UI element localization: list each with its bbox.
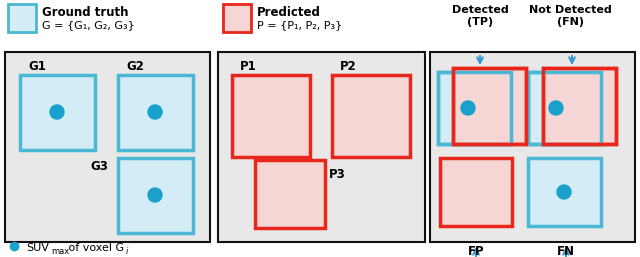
Text: Not Detected: Not Detected bbox=[529, 5, 611, 15]
Text: of voxel G: of voxel G bbox=[65, 243, 124, 253]
Bar bbox=[528, 72, 601, 144]
Text: G1: G1 bbox=[28, 60, 46, 73]
Bar bbox=[255, 160, 325, 228]
Bar bbox=[223, 4, 251, 32]
Text: Ground truth: Ground truth bbox=[42, 6, 129, 19]
Text: FN: FN bbox=[557, 245, 575, 257]
Circle shape bbox=[148, 105, 162, 119]
Text: P = {P₁, P₂, P₃}: P = {P₁, P₂, P₃} bbox=[257, 20, 342, 30]
Bar bbox=[528, 72, 601, 144]
Text: i: i bbox=[126, 247, 129, 256]
Text: P1: P1 bbox=[240, 60, 257, 73]
Bar bbox=[430, 52, 635, 242]
Bar bbox=[5, 52, 210, 242]
Text: (FN): (FN) bbox=[557, 17, 584, 27]
Bar bbox=[332, 75, 410, 157]
Bar bbox=[453, 68, 526, 144]
Circle shape bbox=[461, 101, 475, 115]
Text: P3: P3 bbox=[329, 168, 346, 181]
Bar bbox=[453, 72, 511, 144]
Bar bbox=[543, 68, 616, 144]
Bar bbox=[232, 75, 310, 157]
Text: Predicted: Predicted bbox=[257, 6, 321, 19]
Text: P2: P2 bbox=[340, 60, 356, 73]
Bar bbox=[8, 4, 36, 32]
Bar bbox=[20, 75, 95, 150]
Bar bbox=[528, 158, 601, 226]
Text: Detected: Detected bbox=[452, 5, 508, 15]
Text: G = {G₁, G₂, G₃}: G = {G₁, G₂, G₃} bbox=[42, 20, 135, 30]
Bar bbox=[438, 72, 511, 144]
Circle shape bbox=[549, 101, 563, 115]
Bar bbox=[218, 52, 425, 242]
Bar bbox=[453, 68, 526, 144]
Text: (TP): (TP) bbox=[467, 17, 493, 27]
Text: SUV: SUV bbox=[26, 243, 49, 253]
Text: G2: G2 bbox=[126, 60, 144, 73]
Text: G3: G3 bbox=[90, 160, 108, 173]
Bar bbox=[543, 68, 616, 144]
Bar bbox=[438, 72, 511, 144]
Bar bbox=[543, 72, 601, 144]
Text: FP: FP bbox=[468, 245, 484, 257]
Bar bbox=[440, 158, 512, 226]
Circle shape bbox=[557, 185, 571, 199]
Circle shape bbox=[148, 188, 162, 202]
Bar bbox=[118, 158, 193, 233]
Text: max: max bbox=[51, 247, 69, 256]
Circle shape bbox=[50, 105, 64, 119]
Bar bbox=[118, 75, 193, 150]
